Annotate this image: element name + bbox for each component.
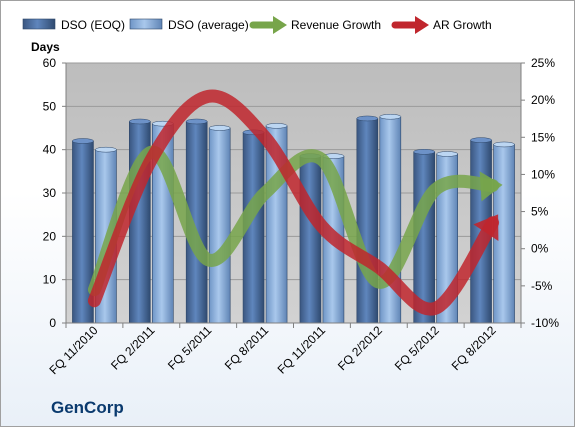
bar-cap <box>265 123 288 129</box>
bar-cap <box>208 125 231 131</box>
y-tick-label: 60 <box>43 56 57 70</box>
y-tick-label: 0 <box>49 316 56 330</box>
y-tick-label: 10 <box>43 273 57 287</box>
legend-swatch-dso-eoq <box>22 18 56 30</box>
x-tick-label: FQ 2/2012 <box>335 323 385 373</box>
legend-arrow-revenue-growth <box>273 16 287 34</box>
bar-cap <box>356 115 379 122</box>
y2-tick-label: 5% <box>531 205 549 219</box>
ar-growth-arrowhead <box>473 214 499 242</box>
y2-tick-label: 0% <box>531 242 549 256</box>
bar-dso-eoq <box>356 118 379 324</box>
y-tick-label: 30 <box>43 186 57 200</box>
revenue-growth-arrowhead <box>479 171 503 202</box>
y-axis-title: Days <box>31 40 60 54</box>
bar-cap <box>95 146 117 153</box>
x-tick-label: FQ 8/2011 <box>222 323 272 373</box>
bar-cap <box>185 118 208 125</box>
bar-cap <box>436 151 458 157</box>
legend-arrow-ar-growth <box>415 16 429 34</box>
brand-label: GenCorp <box>51 398 124 417</box>
y2-tick-label: 20% <box>531 93 555 107</box>
x-tick-label: FQ 5/2012 <box>392 323 442 373</box>
legend-label-dso-average: DSO (average) <box>168 18 249 32</box>
y2-tick-label: -10% <box>531 316 559 330</box>
x-tick-label: FQ 5/2011 <box>165 323 215 373</box>
legend-label-ar-growth: AR Growth <box>433 18 492 32</box>
x-tick-label: FQ 2/2011 <box>108 323 158 373</box>
ar-growth-line <box>87 89 500 316</box>
x-tick-label: FQ 11/2010 <box>46 323 100 377</box>
legend-swatch-dso-average <box>129 18 163 30</box>
y-tick-label: 40 <box>43 143 57 157</box>
bar-cap <box>129 118 151 125</box>
bar-cap <box>413 149 435 155</box>
bar-cap <box>72 138 94 144</box>
y2-tick-label: 25% <box>531 56 555 70</box>
y-tick-label: 50 <box>43 99 57 113</box>
bar-cap <box>470 137 492 143</box>
y2-tick-label: 15% <box>531 130 555 144</box>
legend-label-revenue-growth: Revenue Growth <box>291 18 381 32</box>
bar-dso-eoq <box>299 155 322 324</box>
legend-label-dso-eoq: DSO (EOQ) <box>61 18 125 32</box>
x-tick-label: FQ 8/2012 <box>449 323 499 373</box>
y2-tick-label: 10% <box>531 167 555 181</box>
x-tick-label: FQ 11/2011 <box>275 323 329 377</box>
bar-cap <box>493 141 515 148</box>
y-tick-label: 20 <box>43 229 57 243</box>
bar-cap <box>379 113 402 120</box>
bar-dso-average <box>208 127 231 324</box>
y2-tick-label: -5% <box>531 279 553 293</box>
